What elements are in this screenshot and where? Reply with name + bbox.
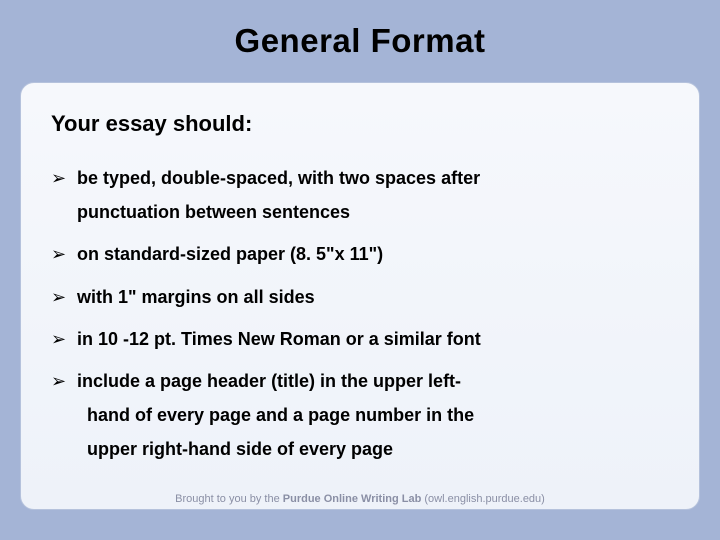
bullet-text: include a page header (title) in the upp… — [77, 371, 461, 391]
subtitle: Your essay should: — [51, 111, 669, 137]
list-item: ➢ be typed, double-spaced, with two spac… — [51, 161, 669, 229]
bullet-text: on standard-sized paper (8. 5"x 11") — [77, 244, 383, 264]
slide-title: General Format — [0, 0, 720, 60]
footer-strong: Purdue Online Writing Lab — [283, 493, 422, 505]
bullet-text: in 10 -12 pt. Times New Roman or a simil… — [77, 329, 481, 349]
footer-attribution: Brought to you by the Purdue Online Writ… — [21, 493, 699, 505]
bullet-arrow-icon: ➢ — [51, 161, 66, 195]
footer-prefix: Brought to you by the — [175, 493, 283, 505]
bullet-arrow-icon: ➢ — [51, 322, 66, 356]
bullet-arrow-icon: ➢ — [51, 237, 66, 271]
bullet-arrow-icon: ➢ — [51, 280, 66, 314]
bullet-text: be typed, double-spaced, with two spaces… — [77, 168, 480, 188]
list-item: ➢ with 1" margins on all sides — [51, 280, 669, 314]
bullet-arrow-icon: ➢ — [51, 364, 66, 398]
bullet-list: ➢ be typed, double-spaced, with two spac… — [51, 161, 669, 467]
list-item: ➢ in 10 -12 pt. Times New Roman or a sim… — [51, 322, 669, 356]
bullet-text-cont: hand of every page and a page number in … — [77, 398, 669, 432]
bullet-text: with 1" margins on all sides — [77, 287, 315, 307]
bullet-text-cont: upper right-hand side of every page — [77, 432, 669, 466]
bullet-text-cont: punctuation between sentences — [77, 195, 669, 229]
list-item: ➢ include a page header (title) in the u… — [51, 364, 669, 467]
content-box: Your essay should: ➢ be typed, double-sp… — [20, 82, 700, 510]
list-item: ➢ on standard-sized paper (8. 5"x 11") — [51, 237, 669, 271]
footer-suffix: (owl.english.purdue.edu) — [421, 493, 545, 505]
